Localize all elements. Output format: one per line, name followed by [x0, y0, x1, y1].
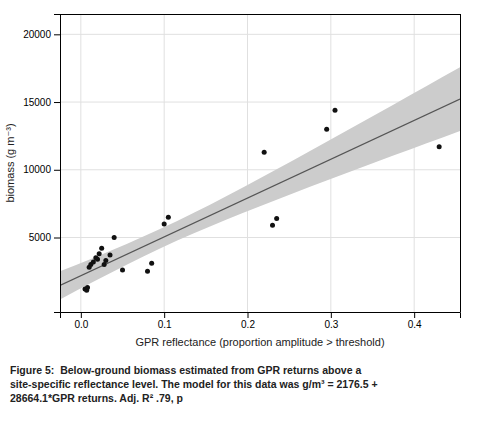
grid-line [60, 169, 460, 170]
point [95, 257, 100, 262]
tick-mark [54, 102, 60, 103]
x-axis-title: GPR reflectance (proportion amplitude > … [135, 336, 384, 348]
point [112, 235, 117, 240]
point [270, 223, 275, 228]
tick: 0.0 [74, 312, 88, 330]
grid-line [60, 237, 460, 238]
tick-mark [54, 170, 60, 171]
tick-mark [414, 312, 415, 318]
point [324, 127, 329, 132]
grid-line [164, 14, 165, 312]
tick-label: 0.0 [74, 319, 88, 330]
caption-line: site-specific reflectance level. The mod… [10, 378, 378, 390]
tick: 0.2 [241, 312, 255, 330]
point [103, 258, 108, 263]
tick: 15000 [23, 97, 60, 108]
tick-label: 20000 [23, 29, 51, 40]
tick-label: 0.1 [158, 319, 172, 330]
point [99, 246, 104, 251]
point [145, 269, 150, 274]
axis-line [54, 15, 61, 313]
point [162, 221, 167, 226]
regression-line [60, 99, 460, 285]
tick-mark [54, 238, 60, 239]
tick-mark [164, 312, 165, 318]
tick: 20000 [23, 29, 60, 40]
point [149, 261, 154, 266]
tick: 5000 [29, 232, 60, 243]
grid-line [247, 14, 248, 312]
tick-label: 15000 [23, 97, 51, 108]
caption-line: Figure 5: Below-ground biomass estimated… [10, 364, 361, 376]
point [120, 268, 125, 273]
tick: 10000 [23, 164, 60, 175]
point [97, 251, 102, 256]
point [333, 108, 338, 113]
tick-label: 10000 [23, 164, 51, 175]
chart: 0.0 0.1 0.2 0.3 0.4 5000 10000 15000 20000 GPR re… [0, 0, 480, 422]
confidence-band [60, 67, 460, 299]
tick: 0.4 [408, 312, 422, 330]
axis-line [61, 313, 461, 319]
frame-line [460, 14, 461, 312]
tick-mark [54, 34, 60, 35]
frame-line [60, 14, 460, 15]
plot-area [60, 67, 460, 299]
point [85, 285, 90, 290]
tick-mark [331, 312, 332, 318]
point [262, 150, 267, 155]
points [83, 108, 442, 293]
y-axis: 5000 10000 15000 20000 [23, 15, 60, 313]
tick-label: 0.2 [241, 319, 255, 330]
point [166, 215, 171, 220]
tick: 0.1 [158, 312, 172, 330]
caption-line: 28664.1*GPR returns. Adj. R² .79, p [10, 392, 183, 404]
tick-label: 5000 [29, 232, 52, 243]
y-axis-title: biomass (g m⁻³) [4, 123, 16, 202]
point [437, 144, 442, 149]
point [274, 216, 279, 221]
tick-label: 0.3 [324, 319, 338, 330]
tick-mark [248, 312, 249, 318]
grid-line [414, 14, 415, 312]
tick: 0.3 [324, 312, 338, 330]
grid-line [60, 34, 460, 35]
point [108, 253, 113, 258]
caption: Figure 5: Below-ground biomass estimated… [10, 364, 378, 404]
grid [60, 14, 460, 312]
x-axis: 0.0 0.1 0.2 0.3 0.4 [61, 312, 461, 330]
tick-label: 0.4 [408, 319, 422, 330]
tick-mark [81, 312, 82, 318]
